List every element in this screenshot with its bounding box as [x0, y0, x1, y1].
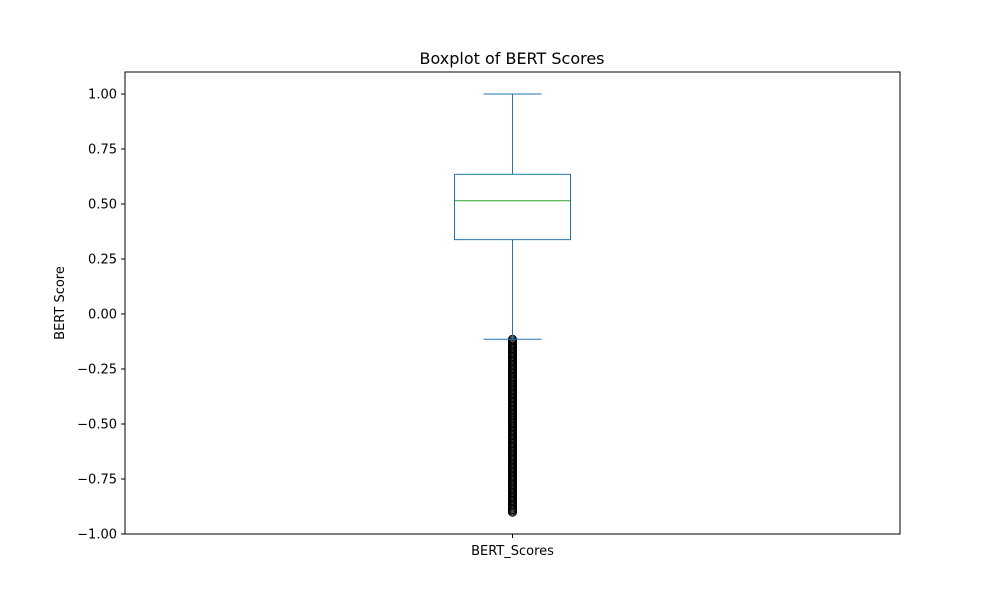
y-tick-label: 0.00	[88, 308, 117, 323]
y-tick-label: −0.25	[77, 363, 117, 378]
y-axis-label: BERT Score	[53, 266, 68, 340]
chart-title: Boxplot of BERT Scores	[419, 49, 604, 68]
y-tick-label: −0.75	[77, 473, 117, 488]
y-tick-label: 0.50	[88, 198, 117, 213]
y-tick-label: −0.50	[77, 418, 117, 433]
y-tick-label: −1.00	[77, 528, 117, 543]
iqr-box	[454, 173, 571, 241]
y-tick-label: 0.75	[88, 143, 117, 158]
box-group	[454, 93, 571, 340]
y-tick-label: 0.25	[88, 253, 117, 268]
y-axis: 1.00 0.75 0.50 0.25 0.00 −0.25 −0.50 −0.75 −1.00	[77, 88, 125, 543]
outlier-points	[508, 334, 517, 517]
x-tick-label: BERT_Scores	[471, 544, 554, 559]
y-tick-label: 1.00	[88, 88, 117, 103]
x-axis: BERT_Scores	[471, 534, 554, 559]
outlier-point	[508, 507, 517, 517]
